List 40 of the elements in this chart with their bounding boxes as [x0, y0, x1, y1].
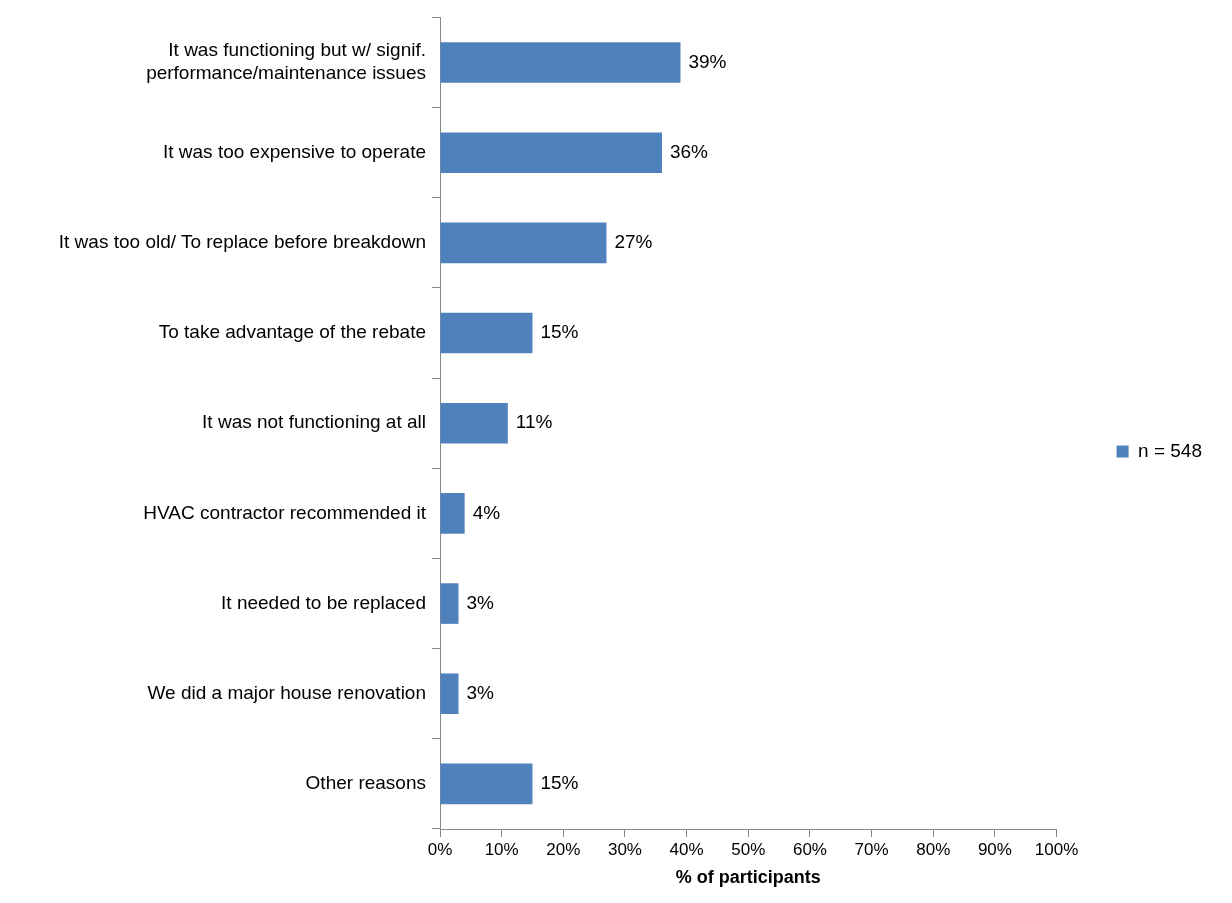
x-tick-label: 20% [546, 839, 581, 859]
x-tick-label: 50% [731, 839, 766, 859]
bar [440, 583, 459, 624]
y-tick-label: To take advantage of the rebate [158, 321, 426, 343]
x-tick-label: 80% [916, 839, 951, 859]
data-label: 3% [466, 591, 495, 613]
y-tick-label: It needed to be replaced [221, 591, 426, 613]
data-label: 11% [515, 411, 553, 433]
data-label: 27% [614, 231, 653, 253]
y-tick-label: It was not functioning at all [202, 411, 426, 433]
data-label: 36% [669, 140, 709, 162]
x-tick-label: 90% [977, 839, 1012, 859]
legend-label: n = 548 [1138, 439, 1202, 461]
x-tick-label: 10% [484, 839, 519, 859]
data-label: 39% [688, 50, 727, 72]
x-tick-label: 40% [669, 839, 704, 859]
bar [440, 42, 681, 83]
bar [440, 402, 508, 444]
data-label: 4% [472, 501, 501, 523]
bar [440, 763, 533, 805]
x-tick-label: 60% [792, 839, 827, 859]
bar [440, 673, 459, 715]
data-label: 15% [540, 772, 579, 794]
y-tick-label: It was too old/ To replace before breakdown [58, 231, 426, 253]
x-tick-label: 0% [427, 839, 453, 859]
x-tick-label: 100% [1034, 839, 1079, 859]
y-tick-label: Other reasons [305, 772, 426, 794]
data-label: 3% [466, 681, 495, 703]
bar [440, 312, 533, 354]
y-tick-label: It was functioning but w/ signif. performance/maintenance issues [146, 39, 426, 84]
bar [440, 493, 465, 534]
x-axis-title: % of participants [675, 867, 821, 888]
data-label: 15% [540, 321, 579, 343]
bar [440, 132, 662, 173]
bar [440, 222, 607, 264]
y-tick-label: HVAC contractor recommended it [143, 501, 427, 523]
y-tick-label: We did a major house renovation [147, 681, 426, 703]
y-tick-label: It was too expensive to operate [163, 140, 426, 162]
x-tick-label: 70% [854, 839, 889, 859]
x-tick-label: 30% [607, 839, 642, 859]
